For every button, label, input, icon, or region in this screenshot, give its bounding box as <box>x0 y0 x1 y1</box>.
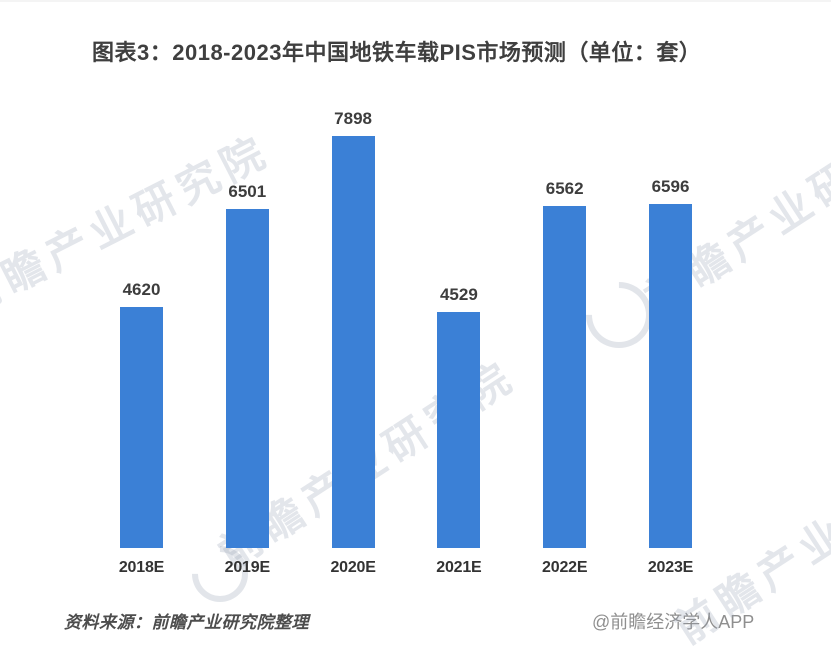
bar-2021E <box>437 312 481 548</box>
bar-2022E <box>543 206 587 548</box>
x-axis-label: 2020E <box>330 559 376 576</box>
x-axis-label: 2018E <box>118 559 165 576</box>
bar-2023E <box>649 204 692 548</box>
bar-value-label: 4529 <box>439 285 478 304</box>
x-axis-label: 2022E <box>542 559 588 576</box>
x-axis-label: 2019E <box>224 559 270 576</box>
bar-value-label: 4620 <box>122 280 161 299</box>
bar-value-label: 6501 <box>228 182 267 201</box>
chart-title: 图表3：2018-2023年中国地铁车载PIS市场预测（单位：套） <box>92 40 702 65</box>
x-axis-label: 2021E <box>436 559 482 576</box>
bar-2019E <box>225 209 269 548</box>
bar-value-label: 6562 <box>545 179 584 198</box>
bar-value-label: 6596 <box>651 177 690 196</box>
source-note: 资料来源：前瞻产业研究院整理 <box>64 613 309 632</box>
x-axis-label: 2023E <box>647 559 694 576</box>
bar-2020E <box>331 136 375 548</box>
bar-2018E <box>120 307 163 548</box>
credit-note: @前瞻经济学人APP <box>592 612 755 632</box>
bar-value-label: 7898 <box>334 109 372 128</box>
